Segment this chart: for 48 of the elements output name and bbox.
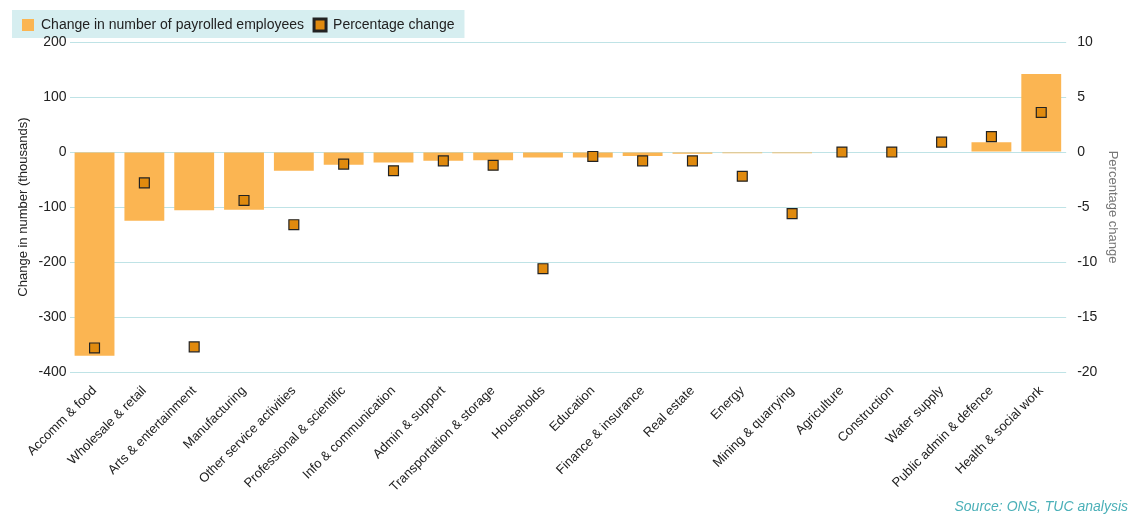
bar: [224, 152, 264, 210]
point: [587, 150, 599, 162]
legend-label: Change in number of payrolled employees: [41, 15, 305, 32]
legend-label: Percentage change: [333, 15, 455, 32]
y-tick-label: -400: [38, 363, 67, 379]
bar: [273, 152, 314, 171]
y2-tick-label: -15: [1077, 307, 1098, 324]
point: [637, 155, 649, 167]
y-tick-label: -300: [38, 307, 67, 324]
point: [786, 208, 798, 220]
source-note: Source: ONS, TUC analysis: [953, 498, 1128, 514]
y-tick-label: 200: [43, 32, 67, 49]
point: [88, 342, 101, 354]
y2-tick-label: -20: [1077, 363, 1098, 379]
bar: [1021, 73, 1062, 152]
point: [487, 159, 499, 171]
bar: [473, 152, 514, 161]
bar: [523, 152, 563, 158]
point: [387, 165, 400, 177]
point: [238, 194, 250, 207]
point: [985, 131, 997, 143]
y-axis-title: Change in number (thousands): [15, 117, 31, 297]
bar: [174, 152, 215, 211]
point: [188, 341, 200, 353]
bar: [373, 152, 414, 163]
point: [686, 155, 699, 167]
point: [138, 177, 150, 189]
y-tick-label: 0: [58, 142, 67, 159]
y-tick-label: 100: [43, 87, 67, 104]
point: [736, 170, 748, 182]
y-tick-label: -100: [38, 197, 67, 214]
y2-axis-title: Percentage change: [1105, 150, 1121, 264]
y2-tick-label: 10: [1077, 32, 1093, 49]
point: [1035, 106, 1047, 118]
point: [288, 219, 300, 231]
point: [437, 155, 449, 167]
point: [537, 263, 549, 275]
bar: [971, 142, 1012, 152]
y2-tick-label: 5: [1077, 87, 1086, 104]
y2-tick-label: -5: [1077, 197, 1090, 214]
bar: [124, 152, 165, 221]
point: [886, 146, 898, 158]
y-tick-label: -200: [38, 252, 67, 269]
point: [936, 136, 948, 148]
point: [836, 146, 848, 158]
bar: [74, 152, 115, 356]
y2-tick-label: -10: [1077, 252, 1098, 269]
y2-tick-label: 0: [1077, 142, 1086, 159]
